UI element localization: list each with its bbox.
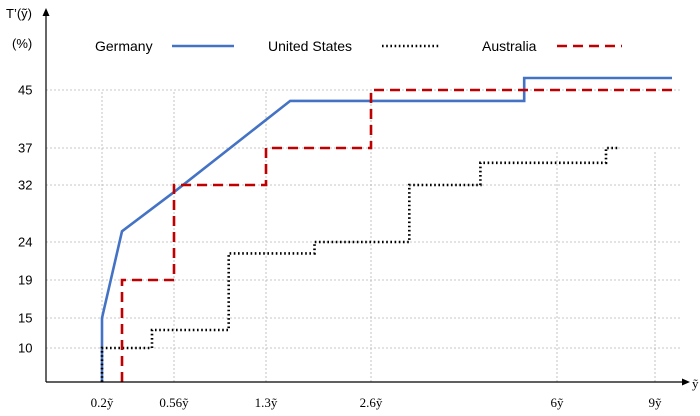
series-line-australia [120, 88, 672, 382]
y-tick-label: 32 [18, 178, 32, 193]
series-line-united-states [100, 146, 620, 382]
x-tick-label: 2.6ỹ [360, 395, 383, 410]
y-tick-label: 45 [18, 83, 32, 98]
grid-lines [46, 89, 680, 382]
y-axis-label-symbol: T’(ỹ) [6, 6, 32, 21]
x-tick-label: 0.2ỹ [91, 395, 114, 410]
legend-label: United States [268, 38, 352, 54]
legend-label: Australia [482, 38, 537, 54]
x-tick-label: 9ỹ [649, 395, 663, 410]
x-axis-arrow [682, 378, 690, 386]
x-axis-label: ỹ [692, 376, 699, 391]
y-tick-label: 37 [18, 141, 32, 156]
y-tick-label: 19 [18, 273, 32, 288]
legend-label: Germany [95, 38, 153, 54]
x-tick-label: 6ỹ [551, 395, 565, 410]
x-tick-labels: 0.2ỹ 0.56ỹ 1.3ỹ 2.6ỹ 6ỹ 9ỹ [91, 395, 662, 410]
y-axis-label-unit: (%) [12, 36, 32, 51]
y-tick-label: 10 [18, 341, 32, 356]
axes [42, 8, 690, 386]
y-axis-arrow [42, 8, 50, 16]
series-line-germany [100, 76, 672, 382]
x-tick-label: 0.56ỹ [159, 395, 189, 410]
x-tick-label: 1.3ỹ [255, 395, 278, 410]
y-tick-label: 15 [18, 311, 32, 326]
legend: Germany United States Australia [95, 38, 622, 54]
y-tick-label: 24 [18, 235, 32, 250]
series-lines [100, 76, 672, 382]
y-tick-labels: 10 15 19 24 32 37 45 [18, 83, 32, 356]
